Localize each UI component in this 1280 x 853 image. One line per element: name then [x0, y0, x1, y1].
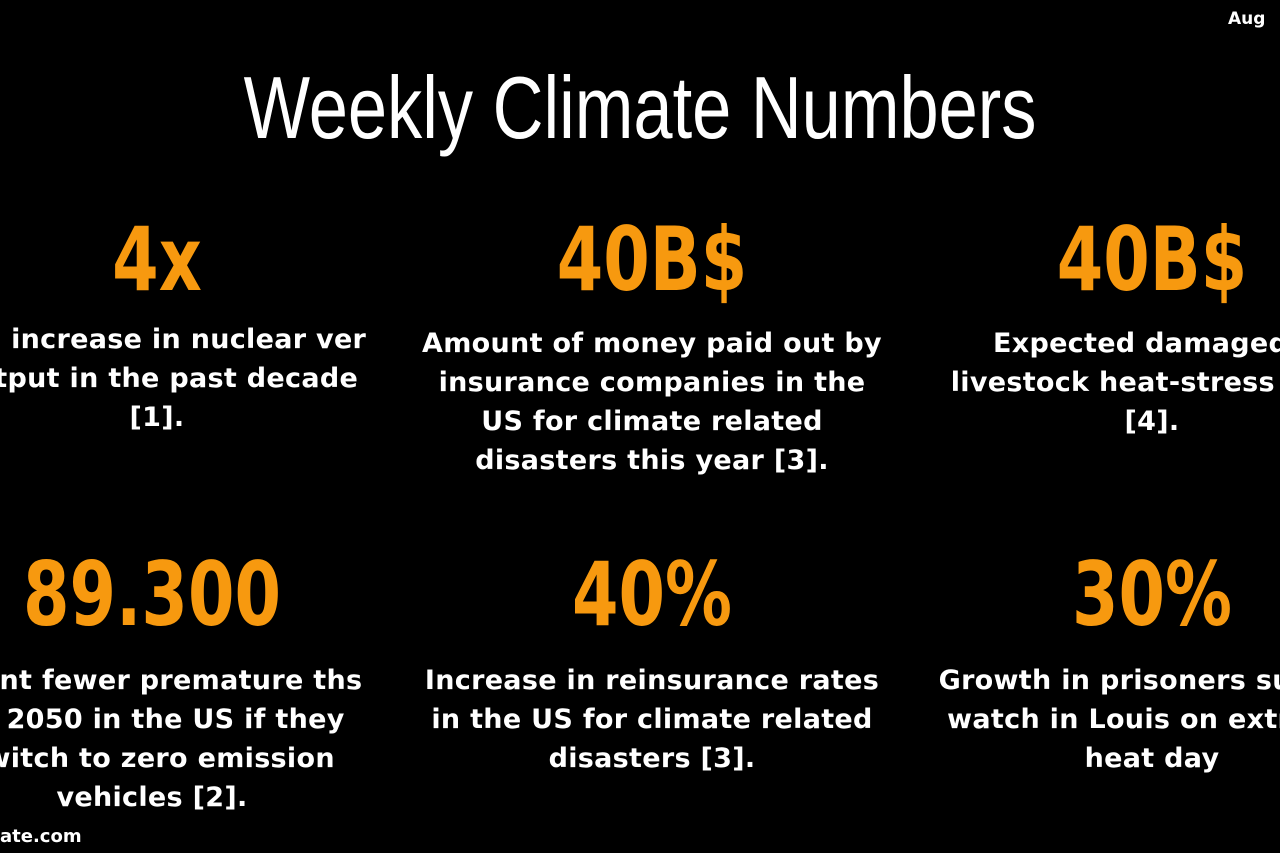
stat-card-prison-suicide-watch: 30% Growth in prisoners suicide watch in…	[922, 545, 1280, 778]
stat-card-reinsurance: 40% Increase in reinsurance rates in the…	[422, 545, 882, 778]
stat-description: ese increase in nuclear ver output in th…	[0, 324, 367, 433]
stat-description: Growth in prisoners suicide watch in Lou…	[938, 665, 1280, 774]
stat-description: Expected damaged t livestock heat-stress…	[950, 328, 1280, 437]
stat-value: 30%	[1071, 543, 1233, 646]
stat-value: 40%	[571, 543, 733, 646]
stat-description: nount fewer premature ths by 2050 in the…	[0, 665, 363, 813]
stat-card-livestock: 40B$ Expected damaged t livestock heat-s…	[922, 210, 1280, 441]
stat-description: Increase in reinsurance rates in the US …	[424, 665, 880, 774]
footer-website: ate.com	[0, 826, 82, 847]
page-title: Weekly Climate Numbers	[243, 58, 1037, 157]
stat-value: 4x	[112, 208, 202, 311]
stat-value: 89.300	[22, 543, 282, 646]
date-label: Aug	[1228, 9, 1266, 29]
stat-value: 40B$	[556, 208, 748, 311]
stat-card-insurance-payout: 40B$ Amount of money paid out by insuran…	[422, 210, 882, 480]
stat-card-premature-deaths: 89.300 nount fewer premature ths by 2050…	[0, 545, 382, 817]
stat-value: 40B$	[1056, 208, 1248, 311]
stat-card-nuclear: 4x ese increase in nuclear ver output in…	[0, 210, 387, 437]
stat-description: Amount of money paid out by insurance co…	[422, 328, 882, 476]
